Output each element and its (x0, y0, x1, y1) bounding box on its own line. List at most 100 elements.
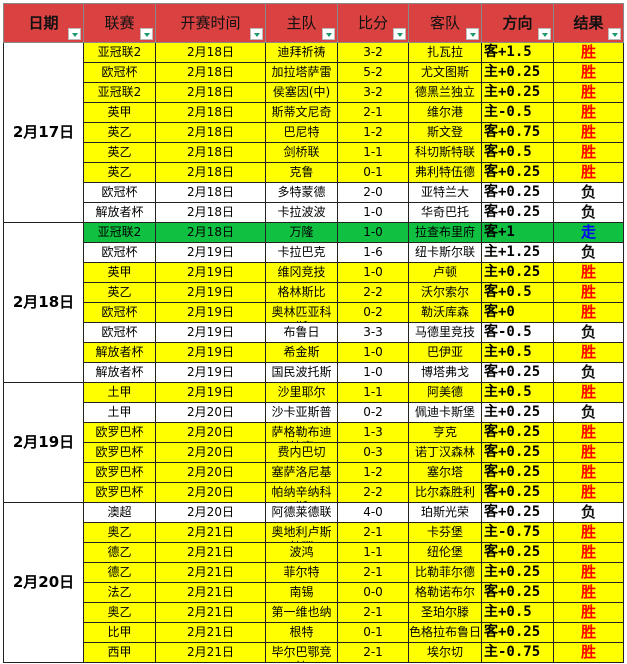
score-cell[interactable]: 1-0 (337, 202, 409, 223)
direction-cell[interactable]: 客+0.5 (481, 282, 554, 303)
away-team-cell[interactable]: 色格拉布鲁日 (408, 622, 482, 643)
league-cell[interactable]: 英乙 (83, 282, 156, 303)
home-team-cell[interactable]: 万隆 (265, 222, 338, 243)
result-cell[interactable]: 胜 (553, 162, 624, 183)
league-cell[interactable]: 比甲 (83, 622, 156, 643)
result-cell[interactable]: 胜 (553, 562, 624, 583)
result-cell[interactable]: 胜 (553, 342, 624, 363)
away-team-cell[interactable]: 德黑兰独立 (408, 82, 482, 103)
home-team-cell[interactable]: 萨格勒布迪纳摩 (265, 422, 338, 443)
league-cell[interactable]: 英甲 (83, 102, 156, 123)
league-cell[interactable]: 欧冠杯 (83, 242, 156, 263)
direction-cell[interactable]: 主+0.25 (481, 402, 554, 423)
direction-cell[interactable]: 客+0.25 (481, 202, 554, 223)
result-cell[interactable]: 胜 (553, 462, 624, 483)
result-cell[interactable]: 负 (553, 182, 624, 203)
score-cell[interactable]: 1-1 (337, 542, 409, 563)
away-team-cell[interactable]: 卡芬堡 (408, 522, 482, 543)
time-cell[interactable]: 2月20日 (155, 422, 266, 443)
time-cell[interactable]: 2月18日 (155, 42, 266, 63)
direction-cell[interactable]: 主+0.25 (481, 262, 554, 283)
league-cell[interactable]: 欧罗巴杯 (83, 422, 156, 443)
time-cell[interactable]: 2月21日 (155, 642, 266, 663)
score-cell[interactable]: 0-1 (337, 162, 409, 183)
home-team-cell[interactable]: 加拉塔萨雷 (265, 62, 338, 83)
home-team-cell[interactable]: 帕纳辛纳科斯 (265, 482, 338, 503)
home-team-cell[interactable]: 根特 (265, 622, 338, 643)
direction-cell[interactable]: 客+0.25 (481, 162, 554, 183)
score-cell[interactable]: 1-0 (337, 262, 409, 283)
time-cell[interactable]: 2月21日 (155, 582, 266, 603)
direction-cell[interactable]: 客+0.25 (481, 502, 554, 523)
away-team-cell[interactable]: 亚特兰大 (408, 182, 482, 203)
score-cell[interactable]: 1-2 (337, 122, 409, 143)
time-cell[interactable]: 2月20日 (155, 442, 266, 463)
away-team-cell[interactable]: 拉查布里府 (408, 222, 482, 243)
league-cell[interactable]: 土甲 (83, 382, 156, 403)
result-cell[interactable]: 胜 (553, 522, 624, 543)
time-cell[interactable]: 2月18日 (155, 182, 266, 203)
away-team-cell[interactable]: 塞尔塔 (408, 462, 482, 483)
result-cell[interactable]: 胜 (553, 582, 624, 603)
direction-cell[interactable]: 主-0.75 (481, 522, 554, 543)
home-team-cell[interactable]: 布鲁日 (265, 322, 338, 343)
away-team-cell[interactable]: 格勒诺布尔 (408, 582, 482, 603)
away-team-cell[interactable]: 科切斯特联 (408, 142, 482, 163)
result-cell[interactable]: 胜 (553, 442, 624, 463)
time-cell[interactable]: 2月19日 (155, 242, 266, 263)
away-team-cell[interactable]: 圣珀尔滕 (408, 602, 482, 623)
result-cell[interactable]: 胜 (553, 382, 624, 403)
league-cell[interactable]: 德乙 (83, 542, 156, 563)
away-team-cell[interactable]: 勒沃库森 (408, 302, 482, 323)
time-cell[interactable]: 2月20日 (155, 482, 266, 503)
direction-cell[interactable]: 客+0.25 (481, 422, 554, 443)
score-cell[interactable]: 1-1 (337, 142, 409, 163)
league-cell[interactable]: 欧冠杯 (83, 302, 156, 323)
result-cell[interactable]: 负 (553, 202, 624, 223)
time-cell[interactable]: 2月19日 (155, 262, 266, 283)
result-cell[interactable]: 负 (553, 242, 624, 263)
score-cell[interactable]: 2-1 (337, 602, 409, 623)
direction-cell[interactable]: 客+0.25 (481, 582, 554, 603)
result-cell[interactable]: 胜 (553, 62, 624, 83)
home-team-cell[interactable]: 沙卡亚斯普 (265, 402, 338, 423)
direction-cell[interactable]: 客+0.25 (481, 442, 554, 463)
time-cell[interactable]: 2月19日 (155, 282, 266, 303)
away-team-cell[interactable]: 尤文图斯 (408, 62, 482, 83)
league-cell[interactable]: 解放者杯 (83, 362, 156, 383)
score-cell[interactable]: 3-2 (337, 82, 409, 103)
home-team-cell[interactable]: 维冈竞技 (265, 262, 338, 283)
direction-cell[interactable]: 客+0.25 (481, 622, 554, 643)
league-cell[interactable]: 英甲 (83, 262, 156, 283)
time-cell[interactable]: 2月18日 (155, 222, 266, 243)
away-team-cell[interactable]: 纽伦堡 (408, 542, 482, 563)
direction-cell[interactable]: 主+0.5 (481, 602, 554, 623)
league-cell[interactable]: 亚冠联2 (83, 42, 156, 63)
result-cell[interactable]: 胜 (553, 42, 624, 63)
score-cell[interactable]: 1-0 (337, 362, 409, 383)
result-cell[interactable]: 胜 (553, 262, 624, 283)
home-team-cell[interactable]: 菲尔特 (265, 562, 338, 583)
direction-cell[interactable]: 客+0.25 (481, 182, 554, 203)
date-cell[interactable]: 2月18日 (3, 222, 84, 383)
away-team-cell[interactable]: 佩迪卡斯堡 (408, 402, 482, 423)
away-team-cell[interactable]: 卢顿 (408, 262, 482, 283)
time-cell[interactable]: 2月20日 (155, 502, 266, 523)
score-cell[interactable]: 2-2 (337, 482, 409, 503)
away-team-cell[interactable]: 沃尔索尔 (408, 282, 482, 303)
date-cell[interactable]: 2月17日 (3, 42, 84, 223)
league-cell[interactable]: 西甲 (83, 642, 156, 663)
league-cell[interactable]: 欧冠杯 (83, 322, 156, 343)
time-cell[interactable]: 2月18日 (155, 122, 266, 143)
result-cell[interactable]: 负 (553, 362, 624, 383)
home-team-cell[interactable]: 斯蒂文尼奇 (265, 102, 338, 123)
away-team-cell[interactable]: 珀斯光荣 (408, 502, 482, 523)
filter-dropdown-icon[interactable] (68, 28, 81, 40)
home-team-cell[interactable]: 奥地利卢斯特瑙 (265, 522, 338, 543)
result-cell[interactable]: 负 (553, 322, 624, 343)
direction-cell[interactable]: 主+0.25 (481, 62, 554, 83)
result-cell[interactable]: 胜 (553, 482, 624, 503)
league-cell[interactable]: 欧冠杯 (83, 182, 156, 203)
away-team-cell[interactable]: 马德里竞技 (408, 322, 482, 343)
direction-cell[interactable]: 主+0.5 (481, 382, 554, 403)
